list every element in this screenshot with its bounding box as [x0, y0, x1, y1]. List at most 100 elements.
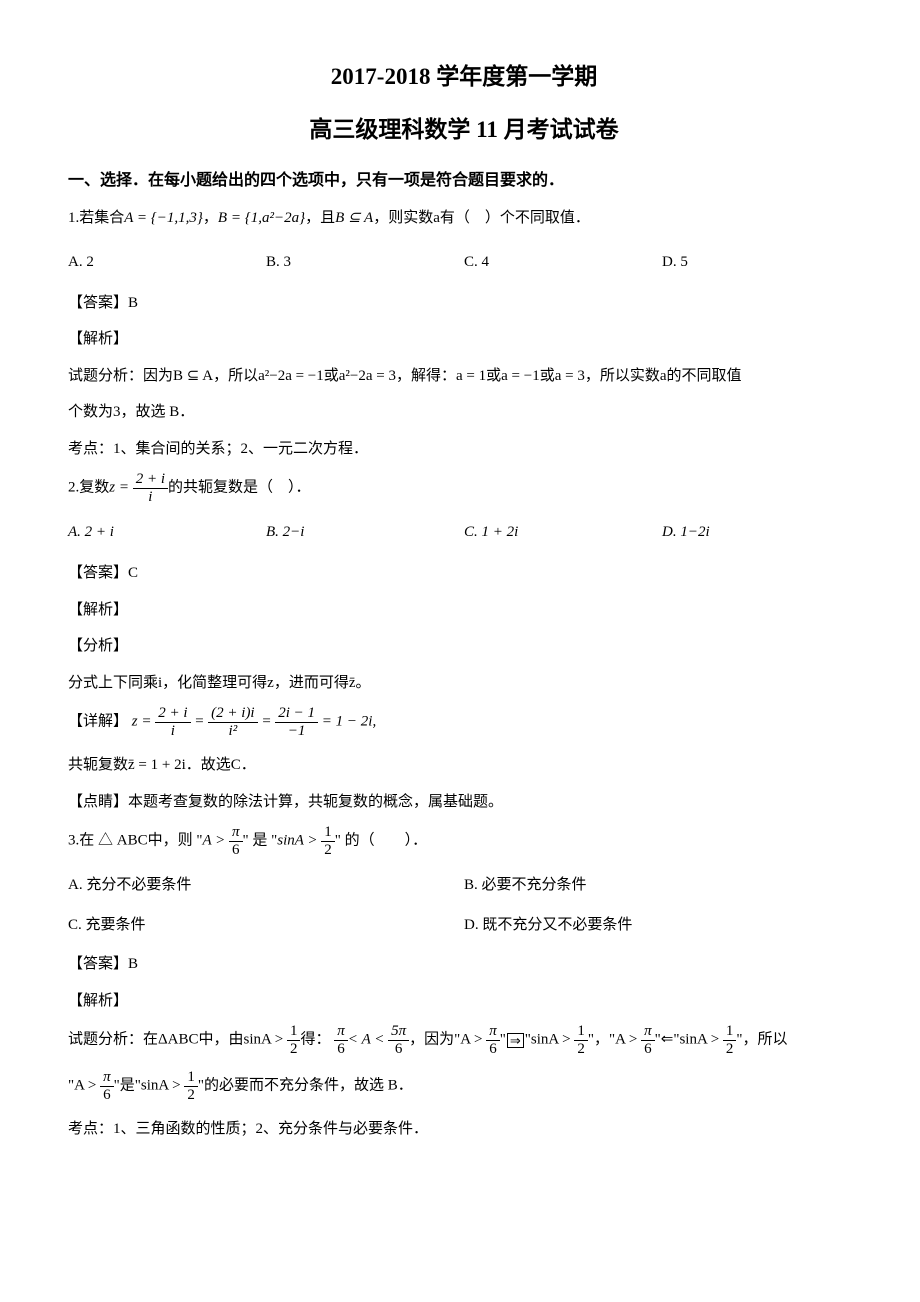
q3-ana1-end: "，所以 [736, 1031, 787, 1047]
q3-ana1-mid1: 得： [300, 1031, 330, 1047]
q3-ana1-one3: 1 [723, 1023, 737, 1041]
q3-choice-b: B. 必要不充分条件 [464, 870, 860, 900]
q3-ana2-one: 1 [184, 1069, 198, 1087]
q1-choice-a: A. 2 [68, 247, 266, 277]
q3-ana1-ni: " [500, 1031, 506, 1047]
q3-frac2: 12 [321, 824, 335, 858]
q2-stem: 2.复数z = 2 + ii的共轭复数是（ ）． [68, 471, 860, 505]
q2-choice-c: C. 1 + 2i [464, 517, 662, 547]
q3-pi1: π [229, 824, 243, 842]
section-heading: 一、选择．在每小题给出的四个选项中，只有一项是符合题目要求的． [68, 169, 860, 193]
q1-choice-d: D. 5 [662, 247, 860, 277]
q2-eq2: = [261, 713, 271, 729]
q3-analysis-1: 试题分析：在ΔABC中，由sinA > 12得： π6< A < 5π6，因为"… [68, 1023, 860, 1057]
q2-choices: A. 2 + i B. 2−i C. 1 + 2i D. 1−2i [68, 517, 860, 547]
q2-answer: 【答案】C [68, 559, 860, 588]
title-sub: 高三级理科数学 11 月考试试卷 [68, 113, 860, 148]
q3-ana1-frac7: 12 [723, 1023, 737, 1057]
q3-ana1-pi1: π [334, 1023, 348, 1041]
q1-analysis-2: 个数为3，故选 B． [68, 398, 860, 427]
q2-zeq: z = [109, 479, 129, 495]
q3-two1: 2 [321, 842, 335, 859]
q3-prefix: 3.在 △ ABC中，则 " [68, 832, 202, 848]
q1-analysis-1: 试题分析：因为B ⊆ A，所以a²−2a = −1或a²−2a = 3，解得：a… [68, 362, 860, 391]
q2-suffix: 的共轭复数是（ ）． [168, 479, 311, 495]
q3-ana1-pi2: π [486, 1023, 500, 1041]
q3-six1: 6 [229, 842, 243, 859]
q3-suffix: " 的（ ）． [335, 832, 427, 848]
q2-zeq2: z = [132, 713, 152, 729]
q3-ana2-prefix: "A > [68, 1077, 96, 1093]
q1-choice-b: B. 3 [266, 247, 464, 277]
q3-sin-gt: sinA > [277, 832, 317, 848]
q3-frac1: π6 [229, 824, 243, 858]
q3-ana1-impby: "⇐"sinA > [655, 1031, 720, 1047]
q3-ana1-six4: 6 [641, 1041, 655, 1058]
q2-eq1: = [194, 713, 204, 729]
q3-ana1-frac3: 5π6 [388, 1023, 409, 1057]
q3-ana1-str: "sinA > [525, 1031, 571, 1047]
q3-ana2-end: "的必要而不充分条件，故选 B． [198, 1077, 413, 1093]
q2-detail-label: 【详解】 [68, 713, 128, 729]
q2-d-den3: −1 [275, 723, 318, 740]
q3-ana2-pi: π [100, 1069, 114, 1087]
q3-ana1-two3: 2 [723, 1041, 737, 1058]
q3-ana2-two: 2 [184, 1087, 198, 1104]
q2-dianqing: 【点睛】本题考查复数的除法计算，共轭复数的概念，属基础题。 [68, 788, 860, 817]
q3-ana2-six: 6 [100, 1087, 114, 1104]
q1-suffix: ，则实数a有（ ）个不同取值． [373, 210, 590, 226]
q2-d-den2: i² [208, 723, 257, 740]
q3-ana1-5pi: 5π [388, 1023, 409, 1041]
q2-d-num1: 2 + i [155, 705, 190, 723]
q1-math3: B ⊆ A [335, 210, 373, 226]
q3-ana1-mid2: < A < [348, 1031, 385, 1047]
q3-choice-a: A. 充分不必要条件 [68, 870, 464, 900]
q1-math1: A = {−1,1,3} [124, 210, 203, 226]
q3-choice-d: D. 既不充分又不必要条件 [464, 910, 860, 940]
q2-fenxi-text: 分式上下同乘i，化简整理可得z，进而可得z̄。 [68, 669, 860, 698]
q3-ana1-six3: 6 [486, 1041, 500, 1058]
q2-frac3: 2i − 1−1 [275, 705, 318, 739]
q2-frac-num: 2 + i [133, 471, 168, 489]
q3-ana2-frac2: 12 [184, 1069, 198, 1103]
q2-prefix: 2.复数 [68, 479, 109, 495]
q2-fenxi-label: 【分析】 [68, 632, 860, 661]
q2-frac2: (2 + i)ii² [208, 705, 257, 739]
q1-prefix: 1.若集合 [68, 210, 124, 226]
q2-d-den1: i [155, 723, 190, 740]
q2-frac: 2 + ii [133, 471, 168, 505]
q3-ana1-two: 2 [287, 1041, 301, 1058]
q2-conj: 共轭复数z̄ = 1 + 2i．故选C． [68, 751, 860, 780]
q2-detail: 【详解】 z = 2 + ii = (2 + i)ii² = 2i − 1−1 … [68, 705, 860, 739]
q3-analysis-2: "A > π6"是"sinA > 12"的必要而不充分条件，故选 B． [68, 1069, 860, 1103]
q3-ana1-frac5: 12 [574, 1023, 588, 1057]
q3-stem: 3.在 △ ABC中，则 "A > π6" 是 "sinA > 12" 的（ ）… [68, 824, 860, 858]
q3-choices-row1: A. 充分不必要条件 B. 必要不充分条件 [68, 870, 860, 900]
q3-ana1-prefix: 试题分析：在ΔABC中，由sinA > [68, 1031, 283, 1047]
q1-analysis-label: 【解析】 [68, 325, 860, 354]
q2-frac1: 2 + ii [155, 705, 190, 739]
q1-math2: B = {1,a²−2a} [218, 210, 305, 226]
q1-kaodian: 考点：1、集合间的关系；2、一元二次方程． [68, 435, 860, 464]
q3-ana1-one: 1 [287, 1023, 301, 1041]
q3-ana1-close: "，"A > [588, 1031, 637, 1047]
q3-ana2-frac1: π6 [100, 1069, 114, 1103]
q3-answer: 【答案】B [68, 950, 860, 979]
q2-choice-d: D. 1−2i [662, 517, 860, 547]
q3-ana1-frac1: 12 [287, 1023, 301, 1057]
q1-choices: A. 2 B. 3 C. 4 D. 5 [68, 247, 860, 277]
q2-d-num3: 2i − 1 [275, 705, 318, 723]
q3-choice-c: C. 充要条件 [68, 910, 464, 940]
q1-choice-c: C. 4 [464, 247, 662, 277]
q3-ana1-mid3: ，因为"A > [409, 1031, 482, 1047]
q1-sep1: ， [203, 210, 218, 226]
q3-ana2-mid: "是"sinA > [114, 1077, 181, 1093]
q2-d-num2: (2 + i)i [208, 705, 257, 723]
q3-ana1-six2: 6 [388, 1041, 409, 1058]
q2-analysis-label: 【解析】 [68, 596, 860, 625]
q1-answer: 【答案】B [68, 289, 860, 318]
not-implies-icon: ⇒ [507, 1033, 524, 1048]
q3-ana1-one2: 1 [574, 1023, 588, 1041]
q2-choice-b: B. 2−i [266, 517, 464, 547]
q3-ana1-frac2: π6 [334, 1023, 348, 1057]
